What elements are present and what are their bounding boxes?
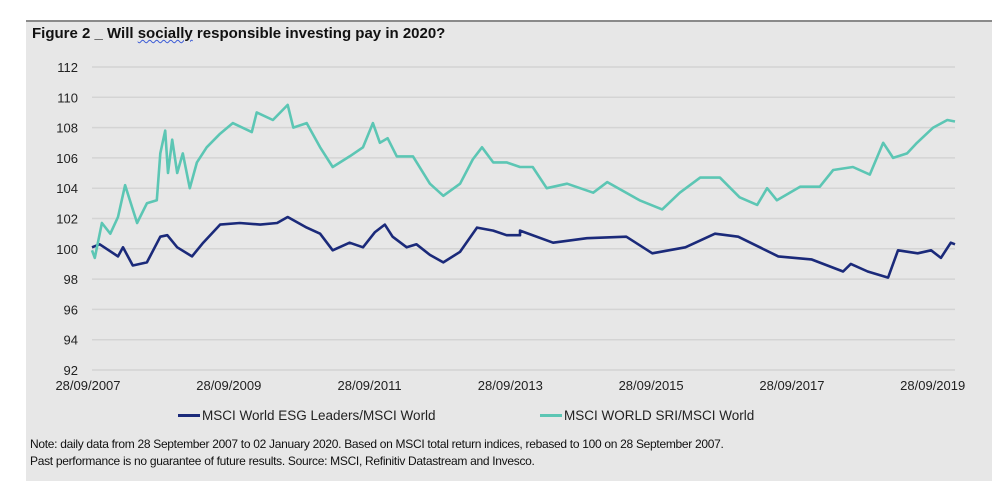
legend-swatch-esg (178, 414, 200, 417)
x-tick-label: 28/09/2017 (759, 378, 824, 393)
y-tick-label: 112 (57, 60, 78, 75)
legend-item-esg: MSCI World ESG Leaders/MSCI World (178, 408, 436, 423)
chart-note: Note: daily data from 28 September 2007 … (30, 436, 724, 470)
y-tick-label: 102 (56, 212, 78, 227)
title-prefix: Figure 2 _ Will (32, 25, 138, 42)
series-line-sri (90, 103, 956, 260)
y-tick-label: 108 (56, 121, 78, 136)
x-tick-label: 28/09/2019 (900, 378, 965, 393)
y-tick-label: 94 (64, 333, 78, 348)
y-tick-label: 104 (56, 181, 78, 196)
x-tick-label: 28/09/2011 (338, 378, 402, 393)
x-tick-label: 28/09/2007 (55, 378, 120, 393)
note-line-1: Note: daily data from 28 September 2007 … (30, 437, 724, 451)
legend-item-sri: MSCI WORLD SRI/MSCI World (540, 408, 754, 423)
legend-label-esg: MSCI World ESG Leaders/MSCI World (202, 408, 436, 423)
legend-swatch-sri (540, 414, 562, 417)
x-tick-label: 28/09/2015 (619, 378, 684, 393)
y-tick-label: 98 (64, 272, 78, 287)
legend-label-sri: MSCI WORLD SRI/MSCI World (564, 408, 755, 423)
x-tick-label: 28/09/2009 (196, 378, 261, 393)
chart-title: Figure 2 _ Will socially responsible inv… (32, 25, 445, 42)
x-tick-label: 28/09/2013 (478, 378, 543, 393)
y-tick-label: 96 (64, 302, 78, 317)
y-tick-label: 110 (57, 90, 78, 105)
series-line-esg-leaders (91, 215, 956, 279)
y-tick-label: 100 (56, 242, 78, 257)
title-suffix: responsible investing pay in 2020? (192, 25, 446, 42)
y-tick-label: 106 (56, 151, 78, 166)
title-underlined: socially (137, 25, 193, 42)
y-tick-label: 92 (64, 363, 78, 378)
note-line-2: Past performance is no guarantee of futu… (30, 454, 535, 468)
